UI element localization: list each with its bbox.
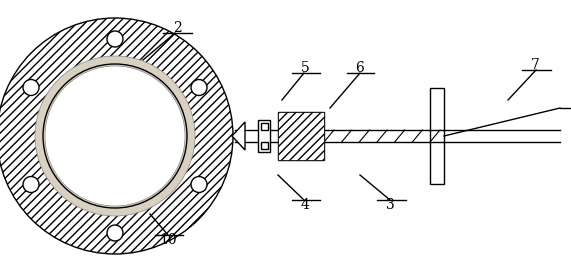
- Text: 3: 3: [385, 198, 395, 212]
- Bar: [235, 130, 430, 142]
- Circle shape: [191, 79, 207, 95]
- Text: 10: 10: [159, 233, 177, 247]
- Bar: [430, 88, 444, 184]
- Text: 6: 6: [356, 61, 364, 75]
- Polygon shape: [232, 122, 245, 150]
- Text: 5: 5: [300, 61, 309, 75]
- Circle shape: [0, 18, 233, 254]
- Bar: [278, 112, 324, 160]
- Circle shape: [45, 66, 185, 206]
- Bar: [260, 123, 267, 130]
- Text: 4: 4: [300, 198, 309, 212]
- Bar: [278, 112, 324, 160]
- Bar: [260, 142, 267, 149]
- Circle shape: [107, 31, 123, 47]
- Circle shape: [43, 64, 187, 208]
- Circle shape: [23, 79, 39, 95]
- Text: 1: 1: [66, 129, 74, 143]
- Bar: [258, 120, 270, 152]
- Text: 2: 2: [172, 21, 182, 35]
- Circle shape: [35, 56, 195, 216]
- Circle shape: [191, 176, 207, 192]
- Text: 7: 7: [530, 58, 540, 72]
- Circle shape: [23, 176, 39, 192]
- Circle shape: [107, 225, 123, 241]
